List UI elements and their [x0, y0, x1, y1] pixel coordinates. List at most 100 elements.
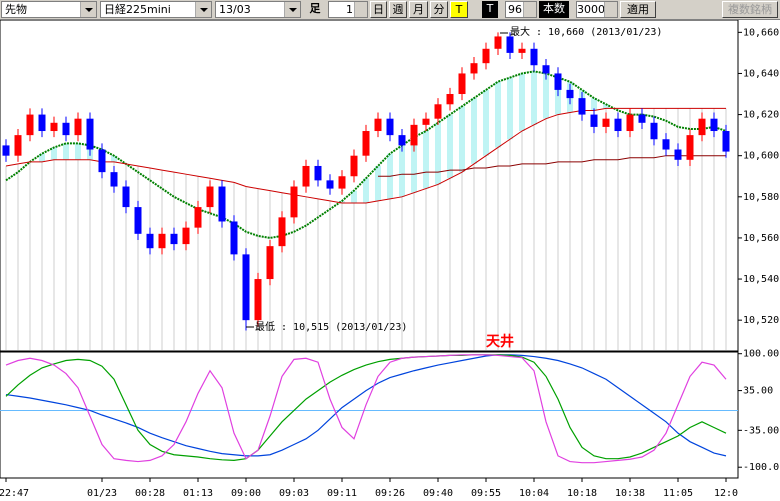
toolbar: 先物 日経225mini 13/03 足 1 日 週 月 分 T T 96 本数… [0, 0, 780, 20]
candle-body [686, 135, 694, 160]
candle-body [122, 186, 130, 208]
x-tick-label: 01/23 [87, 488, 117, 499]
dropdown-arrow[interactable] [195, 2, 211, 17]
line [5, 107, 726, 204]
market: 先物 [5, 3, 27, 16]
market-select[interactable]: 先物 [1, 1, 97, 18]
candle-body [38, 114, 46, 132]
candle-body [170, 233, 178, 245]
candle-body [674, 149, 682, 160]
symbol-select[interactable]: 日経225mini [100, 1, 212, 18]
bar-size-input[interactable]: 1 [328, 1, 368, 18]
candle-body [98, 149, 106, 173]
candle-body [410, 124, 418, 146]
candle-body [278, 217, 286, 247]
candle-body [542, 65, 550, 74]
min-annotation: 最低 : 10,515 (2013/01/23) [255, 320, 407, 333]
line [5, 354, 727, 457]
candle-body [254, 279, 262, 321]
candle-body [350, 155, 358, 177]
y-tick-label: 10,520 [743, 315, 779, 326]
candle-body [374, 118, 382, 132]
candle-body [158, 233, 166, 249]
x-tick-label: 12:0 [714, 488, 738, 499]
y-tick-label: 10,660 [743, 27, 779, 38]
apply-button[interactable]: 適用 [620, 1, 656, 18]
candle-body [458, 73, 466, 95]
y-tick-label: 10,640 [743, 68, 779, 79]
candle-body [722, 131, 730, 152]
x-tick-label: 10:04 [519, 488, 549, 499]
candle-body [422, 118, 430, 125]
candle-body [242, 254, 250, 321]
candle-body [554, 73, 562, 90]
candle-body [446, 94, 454, 105]
line [5, 354, 727, 464]
candle-body [230, 221, 238, 255]
y-tick-label: -35.00 [743, 425, 779, 436]
count-label: 本数 [539, 1, 569, 18]
dropdown-arrow[interactable] [80, 2, 96, 17]
candle-body [362, 131, 370, 156]
x-tick-label: 10:38 [615, 488, 645, 499]
x-tick-label: 09:26 [375, 488, 405, 499]
y-tick-label: 10,620 [743, 110, 779, 121]
candle-body [506, 36, 514, 53]
contract: 13/03 [219, 3, 251, 16]
candle-body [146, 233, 154, 249]
candle-body [338, 176, 346, 189]
x-tick-label: 10:18 [567, 488, 597, 499]
candle-body [710, 118, 718, 132]
candle-body [26, 114, 34, 136]
candle-body [590, 114, 598, 127]
line [5, 354, 727, 462]
period-button[interactable]: 月 [409, 1, 428, 18]
candle-body [602, 118, 610, 127]
candle-body [566, 89, 574, 99]
max-annotation: 最大 : 10,660 (2013/01/23) [510, 25, 662, 38]
dropdown-arrow[interactable] [284, 2, 300, 17]
candle-body [62, 122, 70, 136]
multi-symbol-button: 複数銘柄 [722, 1, 778, 18]
candle-body [530, 48, 538, 66]
candle-body [482, 48, 490, 64]
candle-body [290, 186, 298, 218]
oscillator-panel [0, 351, 739, 479]
candle-body [266, 246, 274, 280]
tick-mode[interactable]: T [482, 1, 498, 18]
symbol: 日経225mini [104, 3, 171, 16]
x-tick-label: 01:13 [183, 488, 213, 499]
x-tick-label: 09:00 [231, 488, 261, 499]
x-tick-label: 09:11 [327, 488, 357, 499]
candle-body [2, 145, 10, 156]
candle-body [134, 207, 142, 234]
candle-body [194, 207, 202, 228]
candle-body [650, 122, 658, 140]
candle-body [434, 104, 442, 119]
period-button[interactable]: 週 [389, 1, 407, 18]
x-tick-label: 22:47 [0, 488, 29, 499]
x-tick-label: 09:40 [423, 488, 453, 499]
candle-body [314, 165, 322, 181]
candle-body [218, 186, 226, 222]
y-tick-label: 100.00 [743, 349, 779, 360]
x-tick-label: 09:03 [279, 488, 309, 499]
candle-body [518, 48, 526, 53]
candle-body [326, 180, 334, 189]
y-tick-label: 10,580 [743, 192, 779, 203]
x-tick-label: 11:05 [663, 488, 693, 499]
x-tick-label: 00:28 [135, 488, 165, 499]
y-tick-label: 10,600 [743, 151, 779, 162]
count-input[interactable]: 96 [505, 1, 537, 18]
x-tick-label: 09:55 [471, 488, 501, 499]
y-tick-label: 35.00 [743, 386, 773, 397]
contract-select[interactable]: 13/03 [215, 1, 301, 18]
period-button[interactable]: 分 [430, 1, 448, 18]
max-bars-input[interactable]: 3000 [576, 1, 618, 18]
period-button[interactable]: 日 [370, 1, 387, 18]
candle-body [302, 165, 310, 187]
candle-body [614, 118, 622, 132]
period-button[interactable]: T [450, 1, 468, 18]
